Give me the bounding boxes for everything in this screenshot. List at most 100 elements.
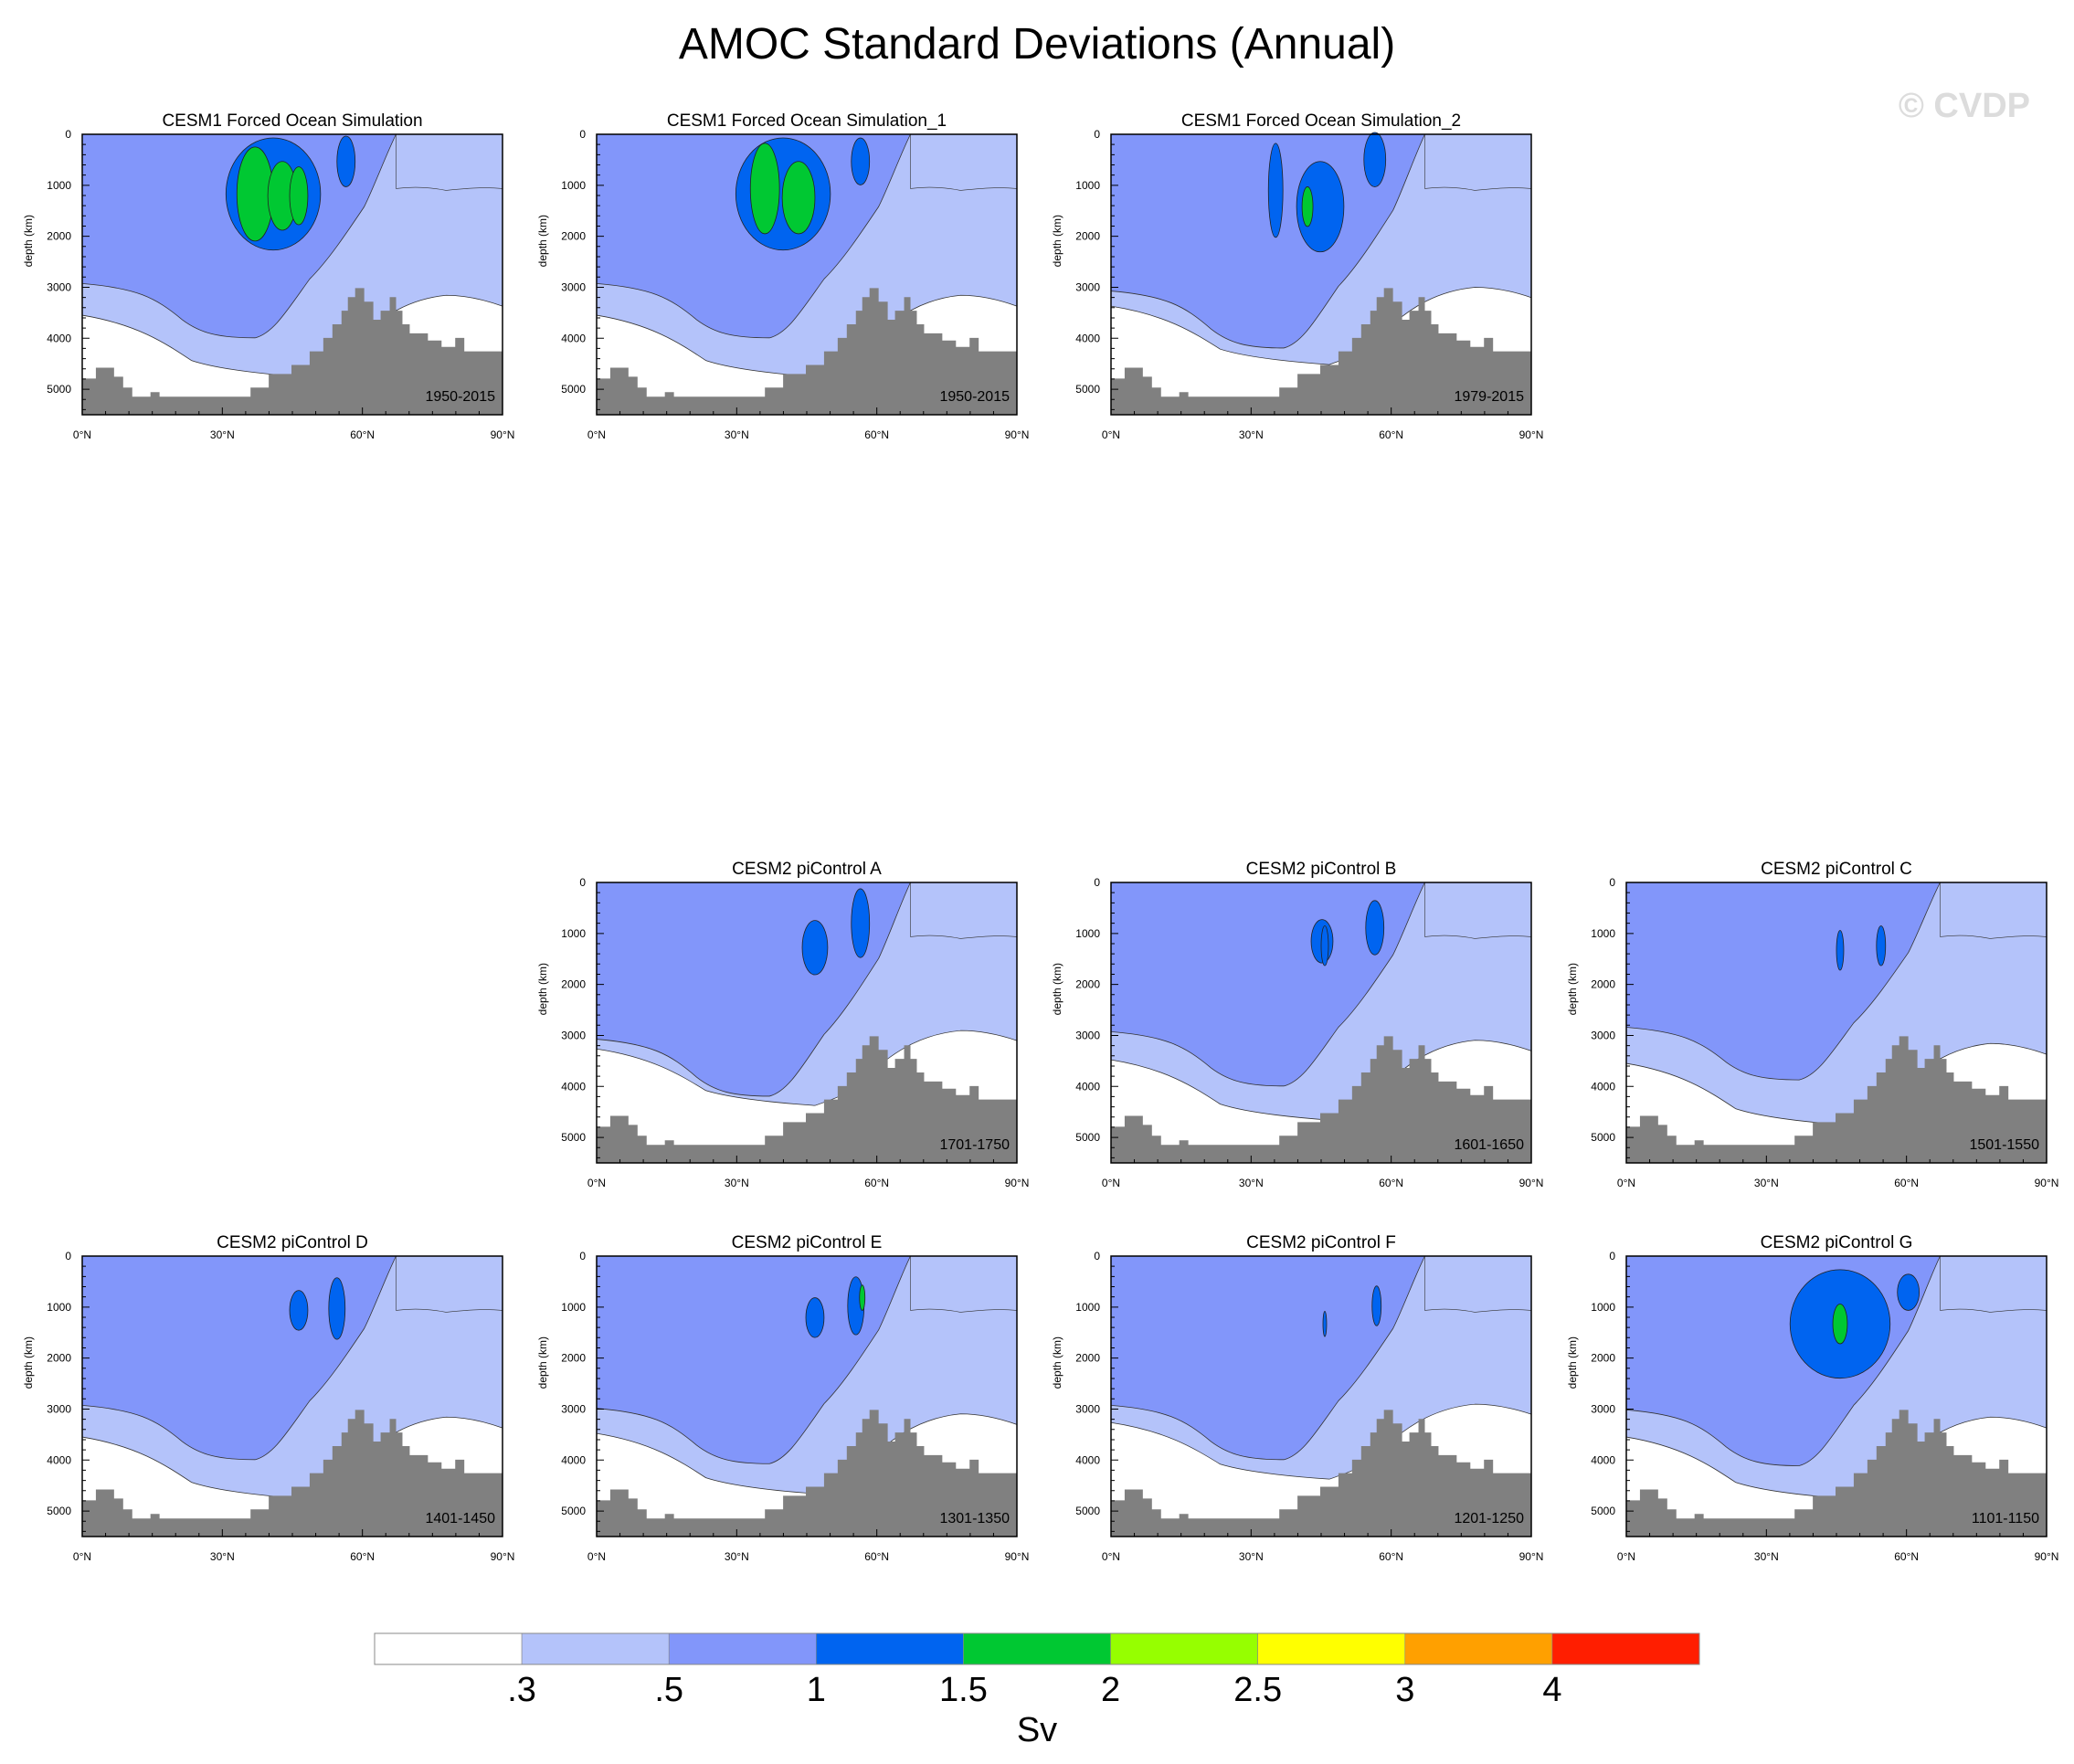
colorbar-swatch — [668, 1632, 817, 1665]
y-tick-label: 5000 — [561, 1505, 586, 1517]
x-tick-label: 0°N — [73, 1550, 91, 1563]
y-tick-label: 0 — [1609, 876, 1615, 889]
panel-2: 0 1000 2000 3000 4000 5000 0°N 30°N 60°N 90°N dept… — [536, 111, 1029, 441]
contour-level-05 — [1110, 882, 1426, 1087]
colorbar-label: 3 — [1395, 1671, 1414, 1709]
x-tick-label: 60°N — [1379, 1550, 1403, 1563]
x-tick-label: 30°N — [1239, 1177, 1264, 1189]
panel-6: 0 1000 2000 3000 4000 5000 0°N 30°N 60°N 90°N dept… — [1566, 860, 2058, 1189]
y-axis-label: depth (km) — [1566, 1336, 1579, 1389]
y-tick-label: 0 — [579, 128, 586, 141]
contour-level-05 — [596, 882, 912, 1097]
axis-ticks — [596, 133, 1018, 415]
watermark: © CVDP — [1899, 87, 2030, 125]
x-tick-label: 60°N — [1894, 1177, 1919, 1189]
panel-title: CESM2 piControl A — [732, 860, 882, 879]
contour-blob-1 — [801, 920, 829, 976]
y-tick-label: 5000 — [47, 383, 71, 396]
panel-3: 0 1000 2000 3000 4000 5000 0°N 30°N 60°N 90°N dept… — [1051, 111, 1543, 441]
topography — [1626, 1410, 2047, 1537]
y-tick-label: 0 — [1094, 876, 1100, 889]
period-label: 1101-1150 — [1972, 1511, 2039, 1526]
y-tick-label: 1000 — [561, 927, 586, 940]
axis-ticks — [81, 133, 503, 415]
topography — [1626, 1036, 2047, 1163]
panel-8: 0 1000 2000 3000 4000 5000 0°N 30°N 60°N 90°N dept… — [536, 1233, 1029, 1563]
y-tick-label: 3000 — [1075, 280, 1100, 293]
y-tick-label: 2000 — [1075, 230, 1100, 243]
colorbar-swatch — [521, 1632, 670, 1665]
x-tick-label: 30°N — [725, 1550, 749, 1563]
period-label: 1401-1450 — [425, 1511, 495, 1526]
contour-blob-2 — [1876, 925, 1887, 967]
y-tick-label: 3000 — [1075, 1029, 1100, 1041]
x-tick-label: 60°N — [1379, 428, 1403, 441]
axis-ticks — [596, 882, 1018, 1163]
panel-title: CESM1 Forced Ocean Simulation_2 — [1181, 111, 1461, 131]
y-tick-label: 2000 — [1591, 1352, 1615, 1365]
y-tick-label: 5000 — [1075, 383, 1100, 396]
y-tick-label: 2000 — [1075, 1352, 1100, 1365]
contour-northern-shelf — [1940, 882, 2048, 939]
panel-title: CESM2 piControl E — [732, 1233, 883, 1252]
y-axis-label: depth (km) — [1051, 1336, 1063, 1389]
x-tick-label: 30°N — [725, 428, 749, 441]
axis-ticks — [1110, 1255, 1532, 1537]
panel-title: CESM2 piControl B — [1246, 860, 1397, 879]
colorbar-swatch — [1110, 1632, 1258, 1665]
x-tick-label: 30°N — [1754, 1550, 1779, 1563]
contour-blob-1 — [289, 1290, 309, 1331]
axis-ticks — [1625, 1255, 2048, 1537]
topography — [597, 1410, 1017, 1537]
x-tick-label: 60°N — [350, 1550, 375, 1563]
colorbar-swatch — [1551, 1632, 1700, 1665]
contour-blob-2 — [328, 1277, 346, 1340]
period-label: 1701-1750 — [939, 1137, 1010, 1153]
y-tick-label: 3000 — [561, 1402, 586, 1415]
contour-northern-shelf — [1424, 882, 1532, 939]
colorbar-label: 1.5 — [939, 1671, 988, 1709]
contour-blob-5 — [336, 135, 356, 187]
contour-blob-2 — [1832, 1304, 1848, 1345]
x-tick-label: 0°N — [1102, 428, 1120, 441]
panel-title: CESM2 piControl F — [1246, 1233, 1396, 1252]
y-tick-label: 1000 — [561, 1301, 586, 1314]
colorbar-label: 1 — [807, 1671, 826, 1709]
x-tick-label: 0°N — [1617, 1550, 1635, 1563]
contour-northern-shelf — [1424, 133, 1532, 191]
x-tick-label: 90°N — [2035, 1177, 2059, 1189]
contour-level-05 — [1110, 133, 1426, 349]
y-tick-label: 0 — [1094, 128, 1100, 141]
topography — [597, 1036, 1017, 1163]
colorbar-swatch — [963, 1632, 1111, 1665]
y-tick-label: 1000 — [1075, 179, 1100, 192]
panel-title: CESM1 Forced Ocean Simulation — [162, 111, 422, 131]
y-tick-label: 2000 — [47, 1352, 71, 1365]
y-tick-label: 0 — [1094, 1250, 1100, 1262]
colorbar-label: 4 — [1542, 1671, 1561, 1709]
x-tick-label: 30°N — [1239, 1550, 1264, 1563]
period-label: 1950-2015 — [939, 389, 1010, 405]
y-tick-label: 0 — [65, 1250, 71, 1262]
axis-ticks — [596, 1255, 1018, 1537]
x-tick-label: 90°N — [491, 428, 515, 441]
period-label: 1501-1550 — [1969, 1137, 2039, 1153]
y-tick-label: 4000 — [561, 332, 586, 344]
contour-level-05 — [1625, 882, 1942, 1081]
axis-ticks — [81, 1255, 503, 1537]
colorbar-swatch — [1257, 1632, 1406, 1665]
y-tick-label: 4000 — [1591, 1080, 1615, 1093]
y-tick-label: 3000 — [47, 1402, 71, 1415]
panel-title: CESM2 piControl G — [1761, 1233, 1913, 1252]
contour-blob-1 — [805, 1297, 825, 1338]
y-tick-label: 4000 — [561, 1453, 586, 1466]
topography — [82, 1410, 503, 1537]
x-tick-label: 0°N — [587, 1177, 606, 1189]
contour-northern-shelf — [910, 882, 1018, 939]
y-tick-label: 4000 — [561, 1080, 586, 1093]
x-tick-label: 0°N — [587, 428, 606, 441]
x-tick-label: 0°N — [1102, 1177, 1120, 1189]
colorbar: .3 .5 1 1.5 2 2.5 3 4 Sv — [374, 1632, 1700, 1749]
contour-blob-2 — [749, 143, 780, 235]
